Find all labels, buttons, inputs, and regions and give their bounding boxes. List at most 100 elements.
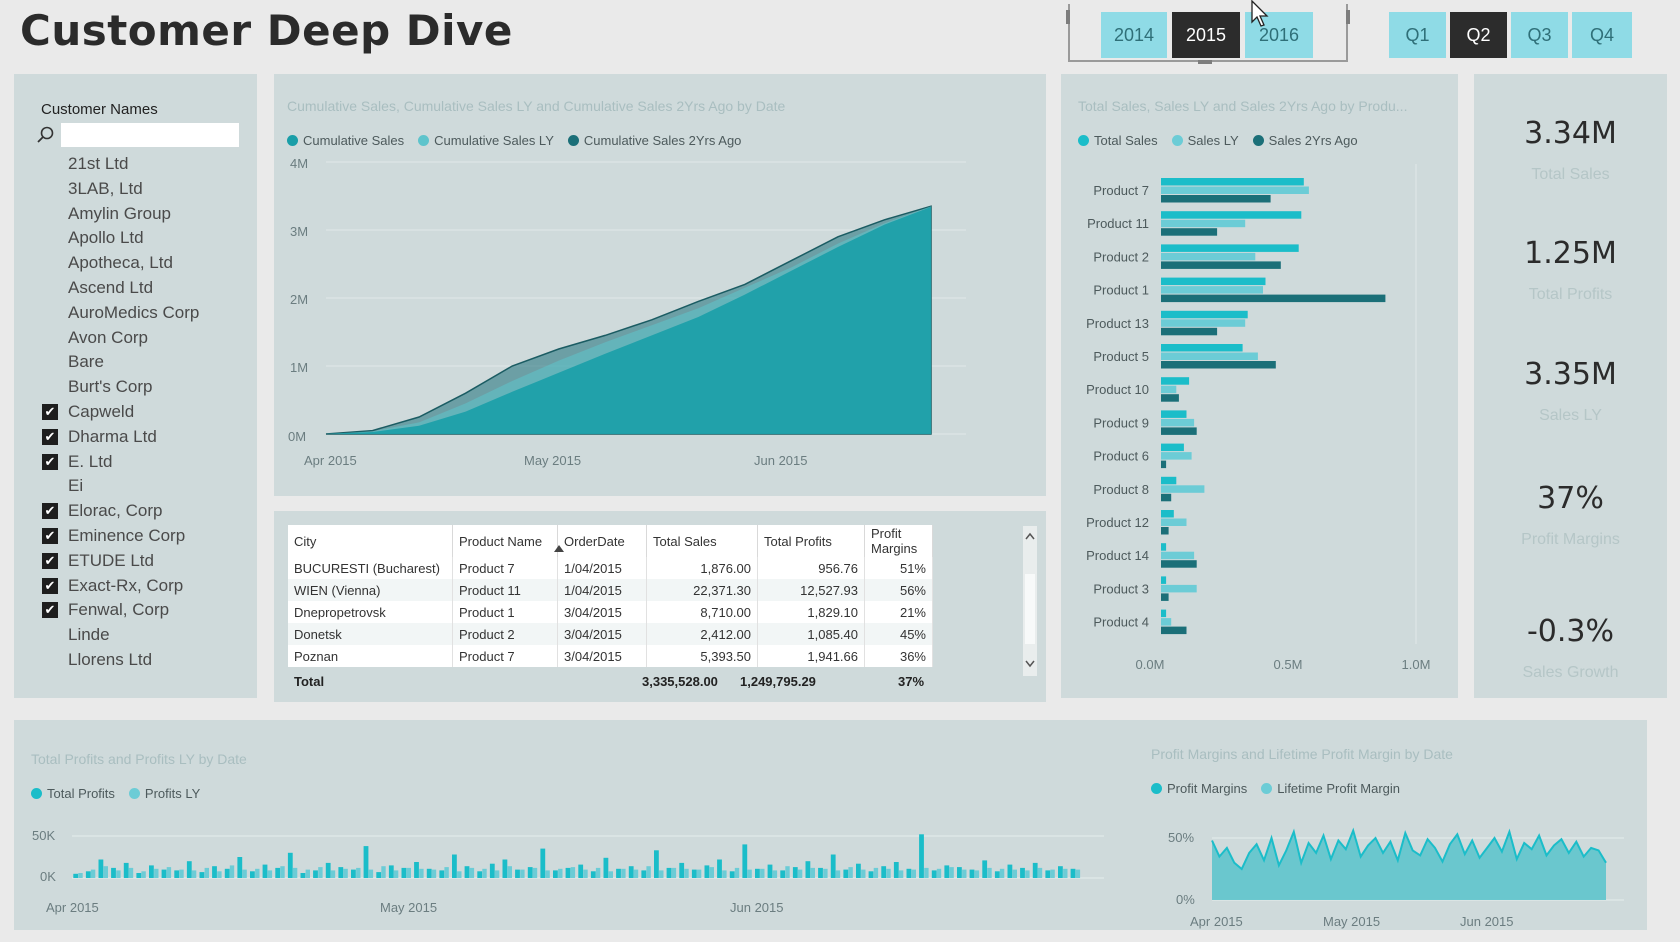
checkbox-unchecked-icon[interactable] — [42, 478, 58, 494]
bar-profits-ly — [722, 870, 727, 878]
table-row[interactable]: Poznan Product 7 3/04/2015 5,393.50 1,941.66… — [288, 645, 933, 667]
bar-sales-ly — [1161, 385, 1177, 394]
quarter-button-q1[interactable]: Q1 — [1389, 12, 1446, 58]
checkbox-unchecked-icon[interactable] — [42, 280, 58, 296]
checkbox-checked-icon[interactable]: ✔ — [42, 528, 58, 544]
resize-handle[interactable] — [1066, 10, 1070, 24]
table-row[interactable]: WIEN (Vienna) Product 11 1/04/2015 22,371.3… — [288, 579, 933, 601]
customer-item[interactable]: AuroMedics Corp — [42, 302, 199, 324]
checkbox-checked-icon[interactable]: ✔ — [42, 428, 58, 445]
resize-handle[interactable] — [1346, 10, 1350, 24]
table-row[interactable]: Donetsk Product 2 3/04/2015 2,412.00 1,085.4… — [288, 623, 933, 645]
legend-item[interactable]: Sales 2Yrs Ago — [1252, 133, 1358, 148]
table-cell: 21% — [864, 601, 933, 623]
legend-item[interactable]: Total Sales — [1078, 133, 1158, 148]
legend-item[interactable]: Profit Margins — [1151, 781, 1247, 796]
column-header[interactable]: Profit Margins — [864, 525, 933, 557]
bar-total-profits — [616, 868, 621, 878]
customer-item[interactable]: ✔ ETUDE Ltd — [42, 550, 154, 572]
bar-total-profits — [477, 871, 483, 878]
year-button-2015[interactable]: 2015 — [1172, 12, 1240, 58]
scroll-down-icon[interactable] — [1025, 660, 1035, 668]
checkbox-checked-icon[interactable]: ✔ — [42, 577, 58, 594]
checkbox-unchecked-icon[interactable] — [42, 156, 58, 172]
customer-item[interactable]: ✔ Dharma Ltd — [42, 426, 157, 448]
resize-handle[interactable] — [1198, 60, 1212, 64]
legend-item[interactable]: Cumulative Sales 2Yrs Ago — [567, 133, 741, 148]
customer-item[interactable]: Burt's Corp — [42, 376, 153, 398]
checkbox-unchecked-icon[interactable] — [42, 230, 58, 246]
column-header[interactable]: Product Name — [452, 525, 558, 557]
scrollbar-thumb[interactable] — [1025, 574, 1035, 644]
bar-profits-ly — [999, 868, 1005, 878]
bar-total-profits — [287, 852, 293, 878]
checkbox-checked-icon[interactable]: ✔ — [42, 503, 58, 520]
column-header[interactable]: OrderDate — [557, 525, 647, 557]
checkbox-unchecked-icon[interactable] — [42, 652, 58, 668]
checkbox-checked-icon[interactable]: ✔ — [42, 453, 58, 470]
quarter-button-q3[interactable]: Q3 — [1511, 12, 1568, 58]
bar-profits-ly — [154, 868, 159, 878]
checkbox-unchecked-icon[interactable] — [42, 354, 58, 370]
scroll-up-icon[interactable] — [1025, 532, 1035, 540]
table-cell: 1,829.10 — [757, 601, 865, 623]
checkbox-checked-icon[interactable]: ✔ — [42, 602, 58, 619]
customer-item[interactable]: Ei — [42, 475, 83, 497]
customer-item[interactable]: Linde — [42, 624, 110, 646]
column-header[interactable]: Total Sales — [646, 525, 758, 557]
customer-item[interactable]: Avon Corp — [42, 327, 148, 349]
checkbox-unchecked-icon[interactable] — [42, 305, 58, 321]
customer-item[interactable]: ✔ Eminence Corp — [42, 525, 185, 547]
customer-item[interactable]: ✔ Elorac, Corp — [42, 500, 162, 522]
customer-item[interactable]: ✔ Fenwal, Corp — [42, 599, 169, 621]
customer-item[interactable]: Ascend Ltd — [42, 277, 153, 299]
bar-total-sales — [1161, 344, 1243, 352]
customer-item[interactable]: ✔ Capweld — [42, 401, 134, 423]
bar-profits-ly — [848, 867, 853, 878]
checkbox-checked-icon[interactable]: ✔ — [42, 404, 58, 420]
column-header[interactable]: City — [288, 525, 453, 557]
customer-item[interactable]: 3LAB, Ltd — [42, 178, 143, 200]
legend-item[interactable]: Profits LY — [128, 786, 200, 801]
checkbox-unchecked-icon[interactable] — [42, 181, 58, 197]
checkbox-checked-icon[interactable]: ✔ — [42, 552, 58, 569]
customer-item[interactable]: Amylin Group — [42, 203, 171, 225]
legend-label: Sales 2Yrs Ago — [1268, 133, 1358, 148]
column-header[interactable]: Total Profits — [757, 525, 865, 557]
customer-item[interactable]: Llorens Ltd — [42, 649, 152, 671]
kpi-value: -0.3% — [1526, 614, 1615, 649]
legend-item[interactable]: Cumulative Sales — [287, 133, 404, 148]
year-button-2016[interactable]: 2016 — [1245, 12, 1313, 58]
quarter-button-q4[interactable]: Q4 — [1572, 12, 1632, 58]
legend-item[interactable]: Cumulative Sales LY — [418, 133, 554, 148]
bar-profits-ly — [179, 869, 184, 878]
legend-item[interactable]: Lifetime Profit Margin — [1261, 781, 1400, 796]
customer-item[interactable]: 21st Ltd — [42, 153, 129, 175]
bar-sales-ly — [1161, 186, 1309, 194]
customer-item[interactable]: Bare — [42, 351, 104, 373]
legend-item[interactable]: Total Profits — [31, 786, 115, 801]
checkbox-unchecked-icon[interactable] — [42, 330, 58, 346]
table-row[interactable]: BUCURESTI (Bucharest) Product 7 1/04/2015 1… — [288, 557, 933, 579]
legend-item[interactable]: Sales LY — [1171, 133, 1239, 148]
customer-item[interactable]: Apotheca, Ltd — [42, 252, 173, 274]
table-cell: Dnepropetrovsk — [288, 601, 453, 623]
checkbox-unchecked-icon[interactable] — [42, 255, 58, 271]
quarter-button-q2[interactable]: Q2 — [1450, 12, 1507, 58]
table-row[interactable]: Dnepropetrovsk Product 1 3/04/2015 8,710.00… — [288, 601, 933, 623]
customer-item[interactable]: Apollo Ltd — [42, 227, 144, 249]
y-tick-label: 4M — [290, 156, 308, 171]
customer-item[interactable]: ✔ Exact-Rx, Corp — [42, 575, 183, 597]
table-scrollbar[interactable] — [1023, 526, 1037, 676]
customer-search-input[interactable] — [61, 123, 239, 147]
bar-total-sales — [1161, 244, 1299, 252]
bar-total-profits — [578, 864, 584, 878]
checkbox-unchecked-icon[interactable] — [42, 379, 58, 395]
year-button-2014[interactable]: 2014 — [1101, 12, 1167, 58]
y-tick-label: 1M — [290, 360, 308, 375]
customer-item[interactable]: ✔ E. Ltd — [42, 451, 112, 473]
checkbox-unchecked-icon[interactable] — [42, 206, 58, 222]
bar-profits-ly — [255, 868, 260, 878]
checkbox-unchecked-icon[interactable] — [42, 627, 58, 643]
bar-total-profits — [679, 862, 685, 878]
